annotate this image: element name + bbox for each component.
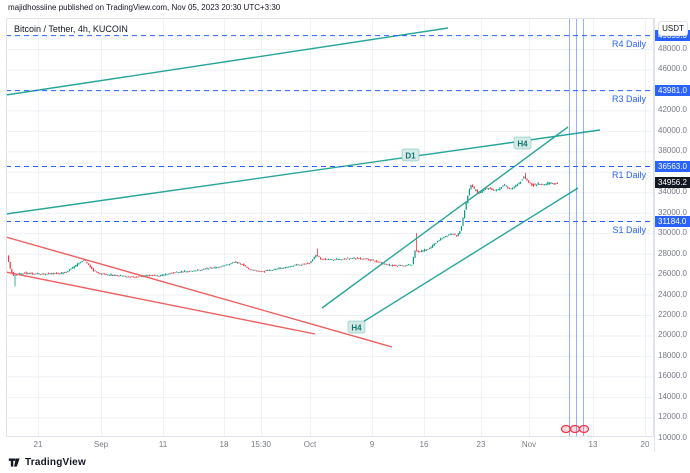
last-price-badge: 34956.2 [655,176,690,188]
ellipse-mark[interactable] [560,424,572,434]
tradingview-logo-icon[interactable] [8,456,21,469]
price-tick: 22000.0 [658,310,687,319]
price-axis[interactable]: 10000.0 12000.0 14000.0 16000.0 18000.0 20000… [654,18,690,452]
time-tick: 11 [158,440,168,449]
pivot-level-label: R1 Daily [612,170,647,180]
time-tick: 23 [476,440,486,449]
price-tick: 20000.0 [658,330,687,340]
ellipse-mark[interactable] [578,424,590,434]
tradingview-logo-text[interactable]: TradingView [25,457,86,468]
drawing-label-text: H4 [351,324,362,333]
time-tick: 20 [640,440,650,449]
price-tick: 14000.0 [658,391,687,401]
trendlines[interactable] [6,27,601,348]
price-level-badge: 31184.0 [655,215,690,227]
ellipse-mark[interactable] [569,424,581,434]
price-tick: 42000.0 [658,105,687,115]
time-tick: 21 [33,440,43,449]
price-tick: 38000.0 [658,146,687,156]
price-tick: 16000.0 [658,371,687,381]
price-tick: 46000.0 [658,64,687,74]
time-tick: 9 [369,440,375,449]
daily-trendline-lower[interactable] [6,129,601,215]
footer-bar: TradingView [0,452,690,473]
drawing-label-box[interactable] [513,136,532,150]
price-level-badge: 36563.0 [655,160,690,172]
drawing-labels[interactable]: D1 H4 H4 [347,136,532,334]
price-chart[interactable]: R4 Daily R3 Daily R1 Daily S1 Daily D1 H4 H4 [6,18,654,437]
h4-channel-upper[interactable] [321,126,569,309]
attribution-text: majidhossiine published on TradingView.c… [8,3,281,12]
pivot-levels[interactable]: R4 Daily R3 Daily R1 Daily S1 Daily [6,35,654,235]
price-tick: 12000.0 [658,412,687,422]
time-tick: 13 [588,440,598,449]
time-tick: Sep [93,440,109,449]
symbol-title[interactable]: Bitcoin / Tether, 4h, KUCOIN [14,24,128,34]
price-tick: 34000.0 [658,187,687,197]
drawing-label-text: H4 [517,140,528,149]
price-level-badge: 43981.0 [655,84,690,96]
descending-channel-lower[interactable] [6,271,316,335]
price-tick: 32000.0 [658,207,687,217]
drawing-label-box[interactable] [401,148,420,162]
price-tick: 48000.0 [658,44,687,53]
time-tick: Oct [303,440,317,449]
price-tick: 18000.0 [658,350,687,360]
price-tick: 24000.0 [658,289,687,299]
time-tick: 18 [219,440,229,449]
axis-currency-chip[interactable]: USDT [658,21,688,36]
time-tick: 16 [419,440,429,449]
pivot-level-label: S1 Daily [612,225,646,235]
price-tick: 28000.0 [658,248,687,258]
time-axis[interactable]: 21 Sep 11 18 15:30 Oct 9 16 23 Nov 13 20 [6,437,654,452]
price-tick: 26000.0 [658,269,687,279]
ellipse-marks[interactable] [560,424,590,434]
pivot-level-label: R4 Daily [612,39,647,49]
daily-trendline-upper[interactable] [6,27,449,96]
plot-border [6,18,654,437]
drawing-label-box[interactable] [347,320,366,334]
descending-channel-upper[interactable] [6,236,393,348]
time-tick: 15:30 [250,440,272,449]
price-tick: 30000.0 [658,228,687,238]
h4-channel-lower[interactable] [349,187,579,331]
grid-lines [6,18,654,437]
vertical-lines[interactable] [569,18,584,437]
price-tick: 10000.0 [658,432,687,442]
time-tick: Nov [521,440,537,449]
price-tick: 40000.0 [658,125,687,135]
pivot-level-label: R3 Daily [612,94,647,104]
drawing-label-text: D1 [405,152,416,161]
candles [8,172,558,287]
